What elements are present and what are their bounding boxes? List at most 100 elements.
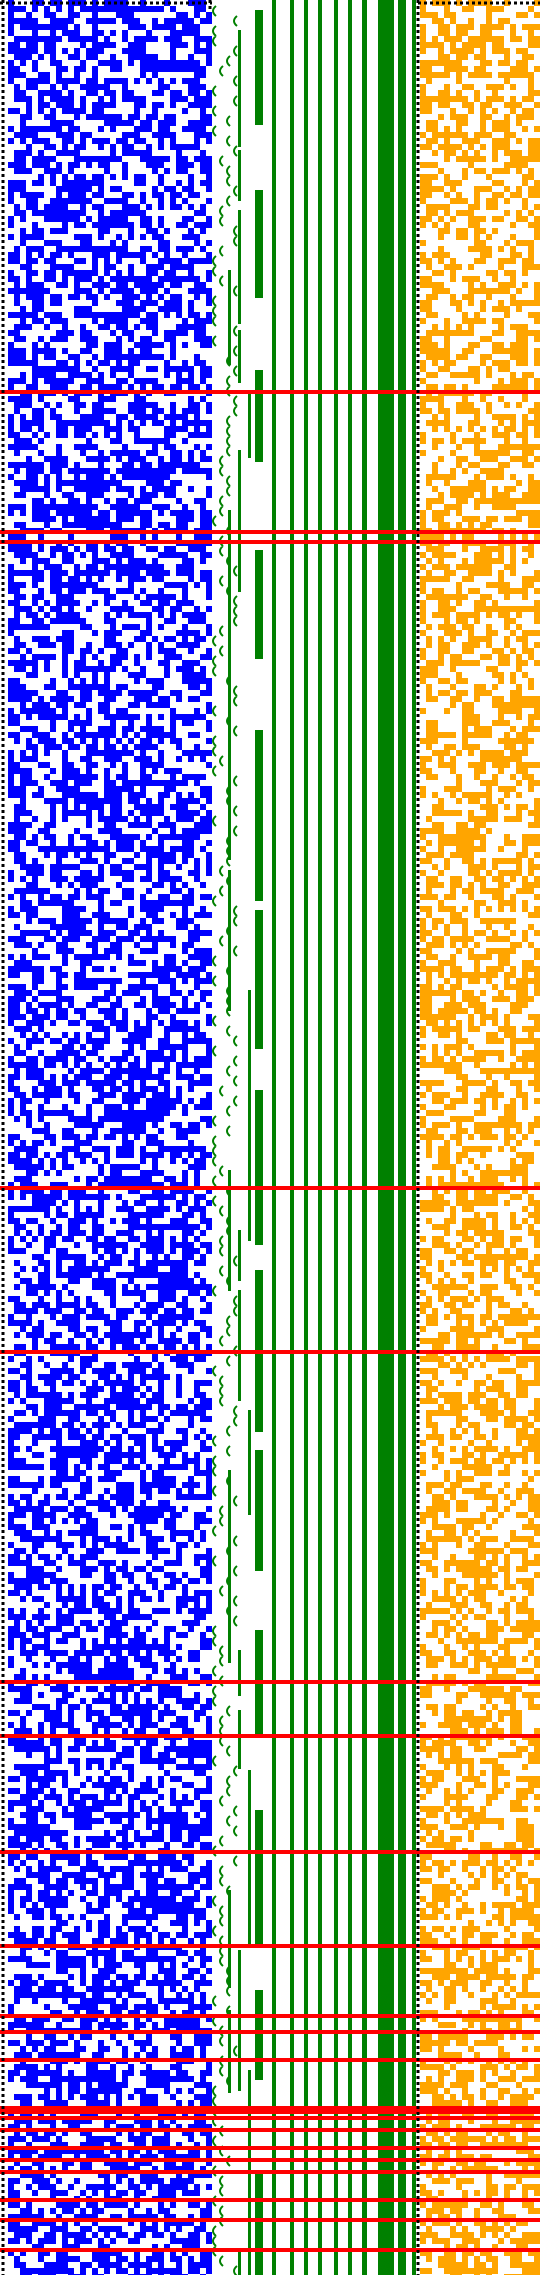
blue-cell: [110, 264, 116, 270]
blue-cell: [8, 582, 14, 588]
blue-cell: [50, 318, 56, 324]
blue-cell: [188, 120, 194, 126]
blue-cell: [152, 108, 158, 114]
blue-cell: [104, 1500, 110, 1506]
blue-cell: [206, 372, 212, 378]
blue-cell: [200, 372, 206, 378]
blue-cell: [140, 210, 146, 216]
blue-cell: [140, 234, 146, 240]
blue-cell: [128, 330, 134, 336]
blue-cell: [92, 504, 98, 510]
blue-cell: [86, 78, 92, 84]
blue-cell: [44, 684, 50, 690]
blue-cell: [56, 198, 62, 204]
blue-cell: [80, 1056, 86, 1062]
blue-cell: [110, 1494, 116, 1500]
blue-cell: [194, 1494, 200, 1500]
blue-cell: [98, 246, 104, 252]
blue-cell: [74, 1296, 80, 1302]
blue-cell: [128, 210, 134, 216]
blue-cell: [200, 978, 206, 984]
blue-cell: [110, 1128, 116, 1134]
blue-cell: [14, 1074, 20, 1080]
blue-cell: [110, 186, 116, 192]
blue-cell: [62, 348, 68, 354]
blue-cell: [134, 132, 140, 138]
blue-cell: [14, 912, 20, 918]
blue-cell: [110, 1434, 116, 1440]
blue-cell: [164, 972, 170, 978]
blue-cell: [104, 1566, 110, 1572]
blue-cell: [86, 306, 92, 312]
blue-cell: [158, 1224, 164, 1230]
blue-cell: [194, 606, 200, 612]
blue-cell: [68, 906, 74, 912]
blue-cell: [158, 660, 164, 666]
blue-cell: [164, 1284, 170, 1290]
blue-cell: [8, 894, 14, 900]
blue-cell: [14, 294, 20, 300]
blue-cell: [62, 618, 68, 624]
blue-cell: [170, 486, 176, 492]
blue-cell: [140, 672, 146, 678]
blue-cell: [98, 570, 104, 576]
blue-cell: [8, 876, 14, 882]
blue-cell: [188, 24, 194, 30]
blue-cell: [164, 1404, 170, 1410]
blue-cell: [62, 1464, 68, 1470]
blue-cell: [194, 1026, 200, 1032]
blue-cell: [140, 1194, 146, 1200]
blue-cell: [170, 960, 176, 966]
blue-cell: [80, 1470, 86, 1476]
blue-cell: [104, 216, 110, 222]
blue-cell: [116, 1260, 122, 1266]
blue-cell: [194, 96, 200, 102]
blue-cell: [92, 558, 98, 564]
blue-cell: [200, 366, 206, 372]
blue-cell: [26, 54, 32, 60]
blue-cell: [80, 330, 86, 336]
blue-cell: [110, 1218, 116, 1224]
blue-cell: [8, 678, 14, 684]
blue-cell: [44, 516, 50, 522]
blue-cell: [110, 312, 116, 318]
blue-cell: [182, 462, 188, 468]
blue-cell: [68, 186, 74, 192]
blue-cell: [140, 1320, 146, 1326]
blue-cell: [62, 738, 68, 744]
blue-cell: [194, 48, 200, 54]
blue-cell: [134, 852, 140, 858]
blue-cell: [68, 354, 74, 360]
blue-cell: [68, 924, 74, 930]
blue-cell: [32, 1506, 38, 1512]
blue-cell: [182, 750, 188, 756]
blue-cell: [110, 90, 116, 96]
blue-cell: [50, 1002, 56, 1008]
blue-cell: [104, 732, 110, 738]
blue-cell: [56, 1368, 62, 1374]
blue-cell: [188, 1284, 194, 1290]
blue-cell: [74, 612, 80, 618]
blue-cell: [146, 600, 152, 606]
blue-cell: [206, 606, 212, 612]
blue-cell: [170, 24, 176, 30]
blue-cell: [8, 756, 14, 762]
blue-cell: [14, 1260, 20, 1266]
blue-cell: [140, 1200, 146, 1206]
blue-cell: [170, 1452, 176, 1458]
blue-cell: [194, 660, 200, 666]
blue-cell: [20, 306, 26, 312]
blue-cell: [92, 1194, 98, 1200]
blue-cell: [176, 1392, 182, 1398]
blue-cell: [50, 576, 56, 582]
blue-cell: [116, 1242, 122, 1248]
blue-cell: [152, 330, 158, 336]
blue-cell: [50, 966, 56, 972]
blue-cell: [146, 1236, 152, 1242]
blue-cell: [8, 1080, 14, 1086]
blue-cell: [32, 258, 38, 264]
blue-cell: [176, 1428, 182, 1434]
blue-cell: [146, 1134, 152, 1140]
blue-cell: [122, 846, 128, 852]
blue-cell: [104, 258, 110, 264]
